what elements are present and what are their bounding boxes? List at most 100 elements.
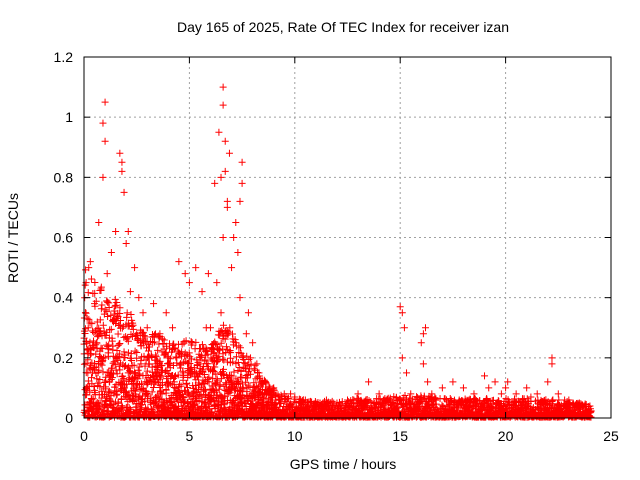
data-point (118, 402, 126, 410)
data-point (130, 361, 138, 369)
data-point (213, 279, 221, 287)
data-point (95, 218, 103, 226)
data-point (514, 397, 522, 405)
data-point (221, 137, 229, 145)
data-point (217, 339, 225, 347)
data-point (123, 313, 131, 321)
data-point (424, 378, 432, 386)
data-point (277, 391, 285, 399)
data-point (85, 264, 93, 272)
data-point (203, 346, 211, 354)
data-point (150, 300, 158, 308)
data-point (88, 369, 96, 377)
data-point (401, 409, 409, 417)
data-point (158, 361, 166, 369)
y-axis-label: ROTI / TECUs (5, 193, 21, 283)
data-point (101, 354, 109, 362)
data-point (358, 399, 366, 407)
data-point (237, 367, 245, 375)
data-point (401, 391, 409, 399)
data-point (179, 376, 187, 384)
data-point (91, 289, 99, 297)
data-point (158, 348, 166, 356)
data-point (124, 334, 132, 342)
data-point (125, 404, 133, 412)
data-point (235, 387, 243, 395)
data-point (89, 364, 97, 372)
data-point (158, 390, 166, 398)
data-point (169, 324, 177, 332)
data-point (84, 324, 92, 332)
data-point (97, 344, 105, 352)
data-point (86, 258, 94, 266)
data-point (164, 354, 172, 362)
data-point (107, 311, 115, 319)
data-point (554, 390, 562, 398)
data-point (338, 398, 346, 406)
data-point (192, 264, 200, 272)
chart-title: Day 165 of 2025, Rate Of TEC Index for r… (177, 19, 509, 35)
data-point (575, 399, 583, 407)
data-point (129, 325, 137, 333)
data-point (249, 339, 257, 347)
data-point (150, 383, 158, 391)
data-point (88, 374, 96, 382)
data-point (113, 370, 121, 378)
data-point (83, 314, 91, 322)
data-point (190, 401, 198, 409)
data-point (491, 378, 499, 386)
data-point (86, 388, 94, 396)
data-point (196, 360, 204, 368)
y-tick-label: 0.2 (54, 350, 74, 366)
data-point (420, 394, 428, 402)
data-point (131, 264, 139, 272)
data-point (234, 249, 242, 257)
data-point (301, 396, 309, 404)
data-point (128, 356, 136, 364)
data-point (111, 295, 119, 303)
data-point (217, 309, 225, 317)
data-point (386, 396, 394, 404)
data-point (113, 390, 121, 398)
data-point (140, 339, 148, 347)
data-point (419, 360, 427, 368)
data-point (232, 218, 240, 226)
data-point (228, 264, 236, 272)
data-points (80, 83, 595, 421)
data-point (291, 393, 299, 401)
data-point (238, 386, 246, 394)
data-point (102, 385, 110, 393)
data-point (455, 396, 463, 404)
data-point (108, 374, 116, 382)
data-point (87, 275, 95, 283)
data-point (212, 340, 220, 348)
data-point (115, 350, 123, 358)
data-point (172, 353, 180, 361)
data-point (244, 309, 252, 317)
data-point (488, 405, 496, 413)
data-point (386, 394, 394, 402)
data-point (375, 390, 383, 398)
data-point (548, 354, 556, 362)
data-point (255, 369, 263, 377)
data-point (170, 345, 178, 353)
data-point (504, 378, 512, 386)
data-point (143, 324, 151, 332)
data-point (159, 340, 167, 348)
data-point (154, 346, 162, 354)
data-point (208, 408, 216, 416)
data-point (95, 366, 103, 374)
data-point (238, 373, 246, 381)
data-point (81, 309, 89, 317)
data-point (365, 378, 373, 386)
data-point (223, 331, 231, 339)
data-point (219, 234, 227, 241)
data-point (116, 304, 124, 312)
axis-ticks: 0 5 10 15 20 25 0 0.2 0.4 0.6 0.8 1 1.2 (54, 49, 619, 444)
data-point (118, 324, 126, 332)
data-point (406, 394, 414, 402)
data-point (116, 366, 124, 374)
data-point (198, 288, 206, 296)
data-point (90, 382, 98, 390)
data-point (94, 333, 102, 341)
